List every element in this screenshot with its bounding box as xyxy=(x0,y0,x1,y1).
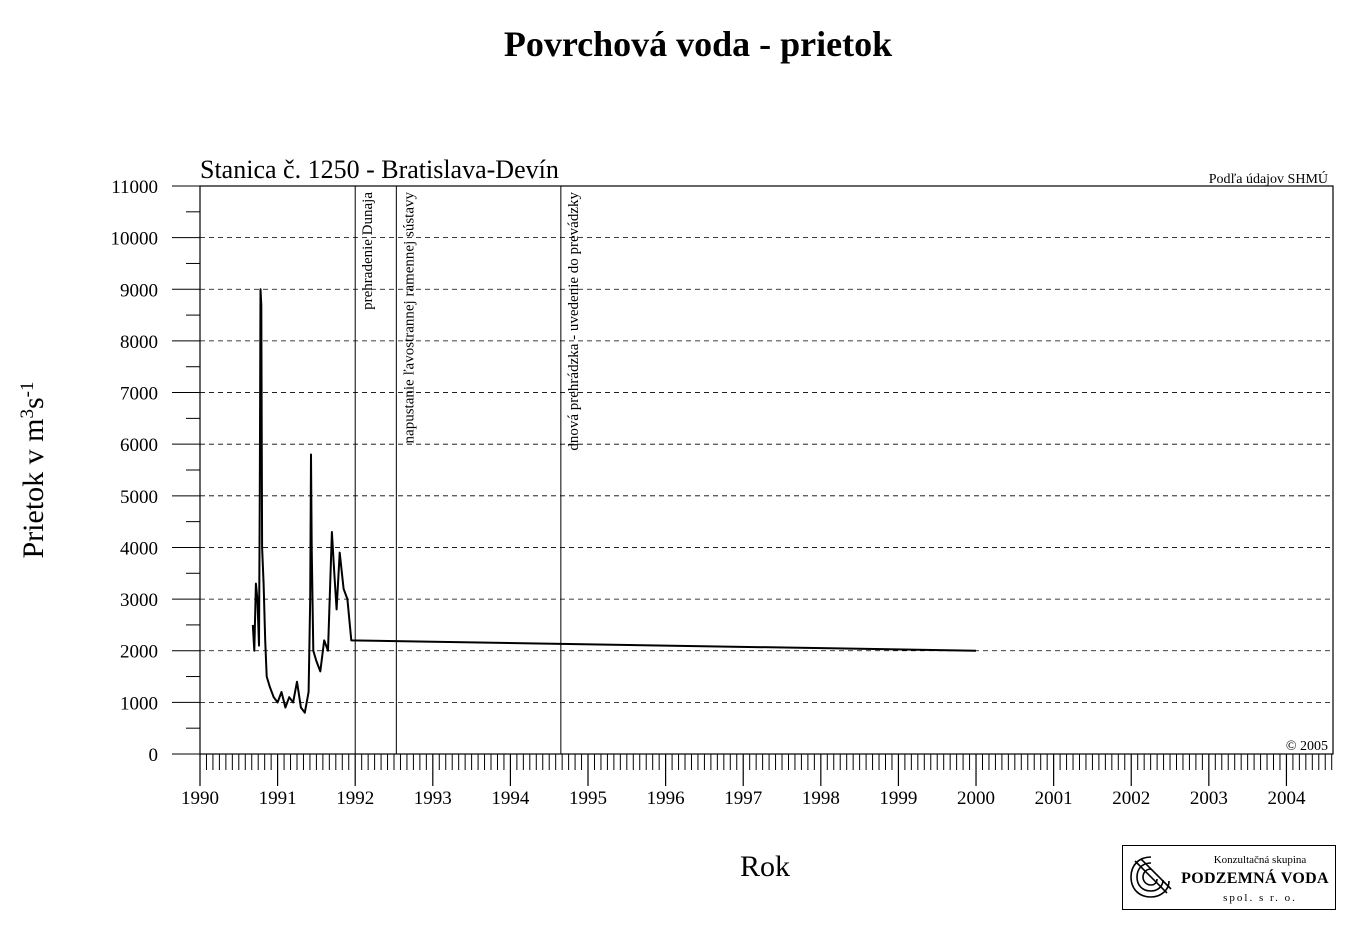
y-tick-label-1000: 1000 xyxy=(120,693,158,714)
y-tick-label-8000: 8000 xyxy=(120,332,158,353)
y-tick-label-2000: 2000 xyxy=(120,642,158,663)
x-tick-label-1995: 1995 xyxy=(569,788,607,809)
y-tick-label-5000: 5000 xyxy=(120,487,158,508)
y-axis-label-sup2: -1 xyxy=(17,381,38,397)
series-line-0 xyxy=(251,288,977,714)
x-tick-label-2004: 2004 xyxy=(1267,788,1306,809)
x-axis: 1990 1991 1992 1993 1994 1995 1996 1997 1998 1999… xyxy=(181,754,1333,809)
y-tick-label-4000: 4000 xyxy=(120,538,158,559)
y-axis: 0 1000 2000 3000 4000 5000 6000 7000 8000 9000 100… xyxy=(111,177,200,766)
company-logo: Konzultačná skupina PODZEMNÁ VODA spol. … xyxy=(1122,845,1336,910)
x-tick-label-1997: 1997 xyxy=(724,788,762,809)
event-label-2: dnová prehrádzka - uvedenie do prevádzky xyxy=(566,192,582,451)
event-markers: prehradenie Dunaja napustanie ľavostranne… xyxy=(354,186,582,754)
logo-line2: PODZEMNÁ VODA xyxy=(1181,870,1329,887)
y-tick-label-9000: 9000 xyxy=(120,280,158,301)
x-tick-label-1990: 1990 xyxy=(181,788,219,809)
x-tick-label-2002: 2002 xyxy=(1112,788,1150,809)
event-label-1: napustanie ľavostrannej ramennej sústavy xyxy=(401,192,417,444)
x-axis-label: Rok xyxy=(740,850,790,883)
y-tick-label-3000: 3000 xyxy=(120,590,158,611)
x-tick-label-1996: 1996 xyxy=(647,788,685,809)
source-note: Podľa údajov SHMÚ xyxy=(1209,170,1328,187)
chart-title: Povrchová voda - prietok xyxy=(504,24,892,64)
y-tick-label-0: 0 xyxy=(149,745,159,766)
spiral-logo-icon xyxy=(1130,856,1172,898)
y-axis-label: Prietok v m3s-1 xyxy=(17,381,51,558)
x-tick-label-1994: 1994 xyxy=(491,788,530,809)
logo-line1: Konzultačná skupina xyxy=(1213,854,1307,866)
logo-line3: spol. s r. o. xyxy=(1223,892,1297,904)
y-tick-label-7000: 7000 xyxy=(120,384,158,405)
y-tick-label-10000: 10000 xyxy=(111,229,159,250)
y-axis-label-main: Prietok v m xyxy=(17,419,50,559)
series-group xyxy=(251,288,977,714)
chart-subtitle: Stanica č. 1250 - Bratislava-Devín xyxy=(200,155,559,184)
y-tick-label-11000: 11000 xyxy=(111,177,158,198)
event-label-0: prehradenie Dunaja xyxy=(360,192,376,310)
x-tick-label-1991: 1991 xyxy=(259,788,297,809)
x-tick-label-1992: 1992 xyxy=(336,788,374,809)
y-axis-label-mid: s xyxy=(17,397,50,409)
x-tick-label-1993: 1993 xyxy=(414,788,452,809)
x-tick-label-2000: 2000 xyxy=(957,788,995,809)
x-tick-label-1998: 1998 xyxy=(802,788,840,809)
y-axis-label-sup1: 3 xyxy=(17,409,38,419)
x-tick-label-2003: 2003 xyxy=(1190,788,1228,809)
copyright-note: © 2005 xyxy=(1286,739,1328,754)
y-tick-label-6000: 6000 xyxy=(120,435,158,456)
plot-frame xyxy=(199,185,1334,755)
x-tick-label-1999: 1999 xyxy=(879,788,917,809)
x-tick-label-2001: 2001 xyxy=(1035,788,1073,809)
